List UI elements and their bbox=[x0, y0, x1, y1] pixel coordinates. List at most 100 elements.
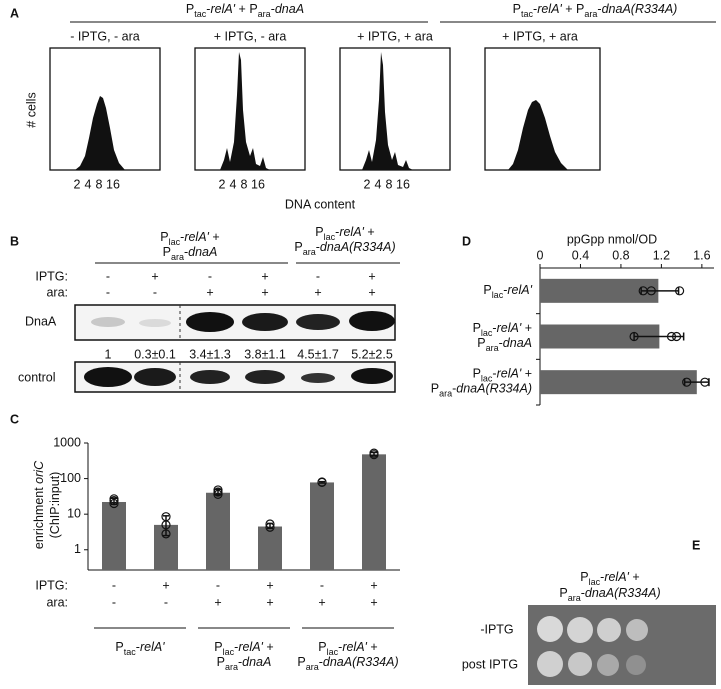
x-tick-label: 16 bbox=[396, 177, 410, 191]
replicate-point bbox=[213, 485, 223, 495]
colony-spot bbox=[537, 651, 563, 677]
strain-label-part: dnaA(R334A) bbox=[320, 240, 396, 254]
strain-label: Para-dnaA(R334A) bbox=[559, 586, 660, 603]
x-tick-label: 8 bbox=[386, 177, 393, 191]
category-label: Plac-relA' bbox=[483, 283, 532, 300]
group-label: Para-dnaA(R334A) bbox=[297, 655, 398, 672]
quantification: 4.5±1.7 bbox=[297, 347, 339, 361]
group-label-part: P bbox=[513, 2, 521, 16]
iptg-sign: - bbox=[106, 269, 110, 283]
group-label-part: - bbox=[234, 640, 238, 654]
strain-label-part: relA' bbox=[339, 225, 364, 239]
strain-label: Plac-relA' + bbox=[580, 570, 639, 587]
colony-spot bbox=[568, 652, 592, 676]
iptg-sign: - bbox=[320, 578, 324, 592]
strain-label-part: + bbox=[629, 570, 640, 584]
row-label: IPTG: bbox=[35, 269, 68, 283]
ara-sign: - bbox=[164, 595, 168, 609]
group-label-part: - bbox=[533, 2, 537, 16]
histogram bbox=[508, 100, 568, 170]
group-label-part: - bbox=[271, 2, 275, 16]
category-label-part: - bbox=[499, 336, 503, 350]
quantification: 0.3±0.1 bbox=[134, 347, 176, 361]
y-tick-label: 10 bbox=[67, 506, 81, 520]
blot-band bbox=[190, 370, 230, 384]
y-tick-label: 100 bbox=[60, 471, 81, 485]
x-tick-label: 4 bbox=[230, 177, 237, 191]
strain-label-part: relA' bbox=[184, 230, 209, 244]
histogram bbox=[362, 52, 413, 170]
category-label-part: dnaA bbox=[503, 336, 532, 350]
category-label-part: - bbox=[492, 321, 496, 335]
strain-label-part: lac bbox=[589, 577, 601, 587]
category-label-part: lac bbox=[492, 290, 504, 300]
strain-label: Plac-relA' + bbox=[315, 225, 374, 242]
x-tick-label: 8 bbox=[96, 177, 103, 191]
y-axis-label-part: (ChIP:input) bbox=[48, 472, 62, 539]
ara-sign: + bbox=[314, 285, 321, 299]
group-label: Plac-relA' + bbox=[318, 640, 377, 657]
blot-band bbox=[351, 368, 393, 384]
x-tick-label: 1.6 bbox=[693, 248, 710, 262]
x-tick-label: 2 bbox=[219, 177, 226, 191]
replicate-point bbox=[700, 377, 710, 387]
replicate-point bbox=[629, 331, 639, 342]
x-tick-label: 4 bbox=[375, 177, 382, 191]
y-axis-label-part: oriC bbox=[32, 460, 46, 484]
group-label-part: - bbox=[136, 640, 140, 654]
bar bbox=[258, 526, 282, 570]
x-tick-label: 2 bbox=[74, 177, 81, 191]
bar bbox=[362, 454, 386, 570]
strain-label-part: P bbox=[160, 230, 168, 244]
ara-sign: + bbox=[261, 285, 268, 299]
strain-label-part: + bbox=[209, 230, 220, 244]
strain-label-part: - bbox=[180, 230, 184, 244]
replicate-point bbox=[369, 448, 379, 458]
group-label: Ptac-relA' bbox=[115, 640, 165, 657]
strain-label-part: P bbox=[559, 586, 567, 600]
blot-frame bbox=[74, 304, 396, 341]
group-label-part: tac bbox=[194, 9, 207, 19]
iptg-sign: + bbox=[368, 269, 375, 283]
replicate-point bbox=[317, 477, 327, 487]
replicate-point bbox=[109, 498, 119, 509]
iptg-sign: + bbox=[370, 578, 377, 592]
strain-label-part: - bbox=[600, 570, 604, 584]
group-label-part: relA' bbox=[210, 2, 235, 16]
group-label-part: P bbox=[214, 640, 222, 654]
group-label-part: + P bbox=[562, 2, 585, 16]
group-label-part: lac bbox=[223, 647, 235, 657]
bar bbox=[102, 501, 126, 570]
category-label-part: P bbox=[477, 336, 485, 350]
group-label-part: - bbox=[597, 2, 601, 16]
x-tick-label: 16 bbox=[106, 177, 120, 191]
colony-spot bbox=[537, 616, 563, 642]
group-label-part: - bbox=[206, 2, 210, 16]
group-label-part: relA' bbox=[140, 640, 165, 654]
x-tick-label: 1.2 bbox=[653, 248, 670, 262]
group-label-part: dnaA(R334A) bbox=[323, 655, 399, 669]
ara-sign: + bbox=[370, 595, 377, 609]
iptg-sign: - bbox=[208, 269, 212, 283]
category-label-part: lac bbox=[481, 328, 493, 338]
y-axis-label-part: enrichment bbox=[32, 484, 46, 549]
iptg-sign: + bbox=[261, 269, 268, 283]
x-tick-label: 0.4 bbox=[572, 248, 589, 262]
blot-band bbox=[349, 311, 395, 331]
colony-spot bbox=[626, 655, 646, 675]
group-label-part: ara bbox=[225, 662, 238, 672]
group-label: Para-dnaA bbox=[217, 655, 272, 672]
blot-band bbox=[186, 312, 234, 332]
histogram-frame bbox=[194, 47, 306, 171]
iptg-sign: - bbox=[112, 578, 116, 592]
strain-label-part: ara bbox=[171, 252, 184, 262]
group-label-part: P bbox=[217, 655, 225, 669]
y-tick-label: 1000 bbox=[53, 435, 81, 449]
strain-label-part: P bbox=[580, 570, 588, 584]
category-label-part: ara bbox=[439, 389, 452, 399]
strain-label-part: P bbox=[294, 240, 302, 254]
colony-spot bbox=[626, 619, 648, 641]
blot-band bbox=[84, 367, 132, 387]
category-label-part: - bbox=[503, 283, 507, 297]
